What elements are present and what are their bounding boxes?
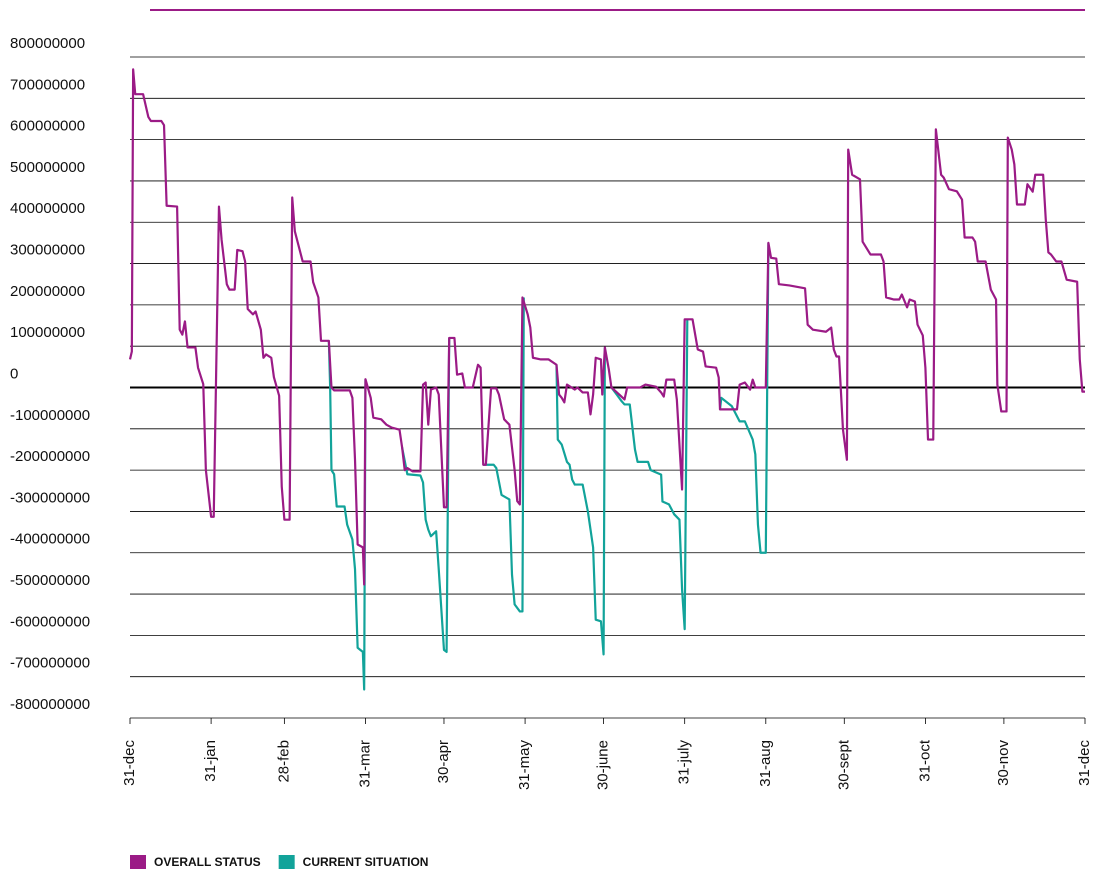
- y-tick-label: 100000000: [10, 324, 85, 341]
- y-tick-label: 600000000: [10, 118, 85, 135]
- y-tick-label: -400000000: [10, 531, 90, 548]
- legend-label: OVERALL STATUS: [154, 855, 261, 869]
- y-tick-label: 0: [10, 365, 18, 382]
- y-tick-label: -500000000: [10, 572, 90, 589]
- y-tick-label: -200000000: [10, 448, 90, 465]
- x-tick-label: 30-apr: [435, 740, 452, 783]
- x-tick-label: 31-july: [676, 740, 693, 785]
- legend-swatch: [130, 855, 146, 869]
- line-series: [401, 337, 451, 653]
- y-tick-label: 300000000: [10, 242, 85, 259]
- x-tick-label: 31-mar: [356, 740, 373, 788]
- legend-swatch: [278, 855, 295, 869]
- x-tick-label: 30-june: [595, 740, 612, 790]
- x-tick-label: 31-dec: [1076, 740, 1093, 786]
- line-series: [483, 297, 525, 613]
- line-series: [718, 242, 770, 554]
- line-series: [128, 68, 1085, 586]
- y-tick-label: -600000000: [10, 613, 90, 630]
- x-tick-label: 28-feb: [275, 740, 292, 783]
- y-tick-label: 700000000: [10, 76, 85, 93]
- x-tick-label: 30-sept: [835, 739, 852, 790]
- y-tick-label: -700000000: [10, 655, 90, 672]
- y-tick-label: -300000000: [10, 489, 90, 506]
- line-series: [327, 340, 367, 691]
- y-tick-label: 500000000: [10, 159, 85, 176]
- x-tick-label: 31-may: [516, 740, 533, 791]
- line-series: [610, 319, 689, 631]
- x-tick-label: 31-jan: [202, 740, 219, 782]
- line-series: [555, 347, 606, 656]
- y-tick-label: 400000000: [10, 200, 85, 217]
- x-tick-label: 31-aug: [757, 740, 774, 787]
- x-tick-label: 31-oct: [916, 739, 933, 782]
- x-tick-label: 31-dec: [121, 740, 138, 786]
- y-tick-label: -800000000: [10, 696, 90, 713]
- y-tick-label: 800000000: [10, 35, 85, 52]
- legend: OVERALL STATUS CURRENT SITUATION: [130, 855, 428, 869]
- y-tick-label: 200000000: [10, 283, 85, 300]
- x-tick-label: 30-nov: [995, 740, 1012, 786]
- y-tick-label: -100000000: [10, 407, 90, 424]
- legend-label: CURRENT SITUATION: [303, 855, 429, 869]
